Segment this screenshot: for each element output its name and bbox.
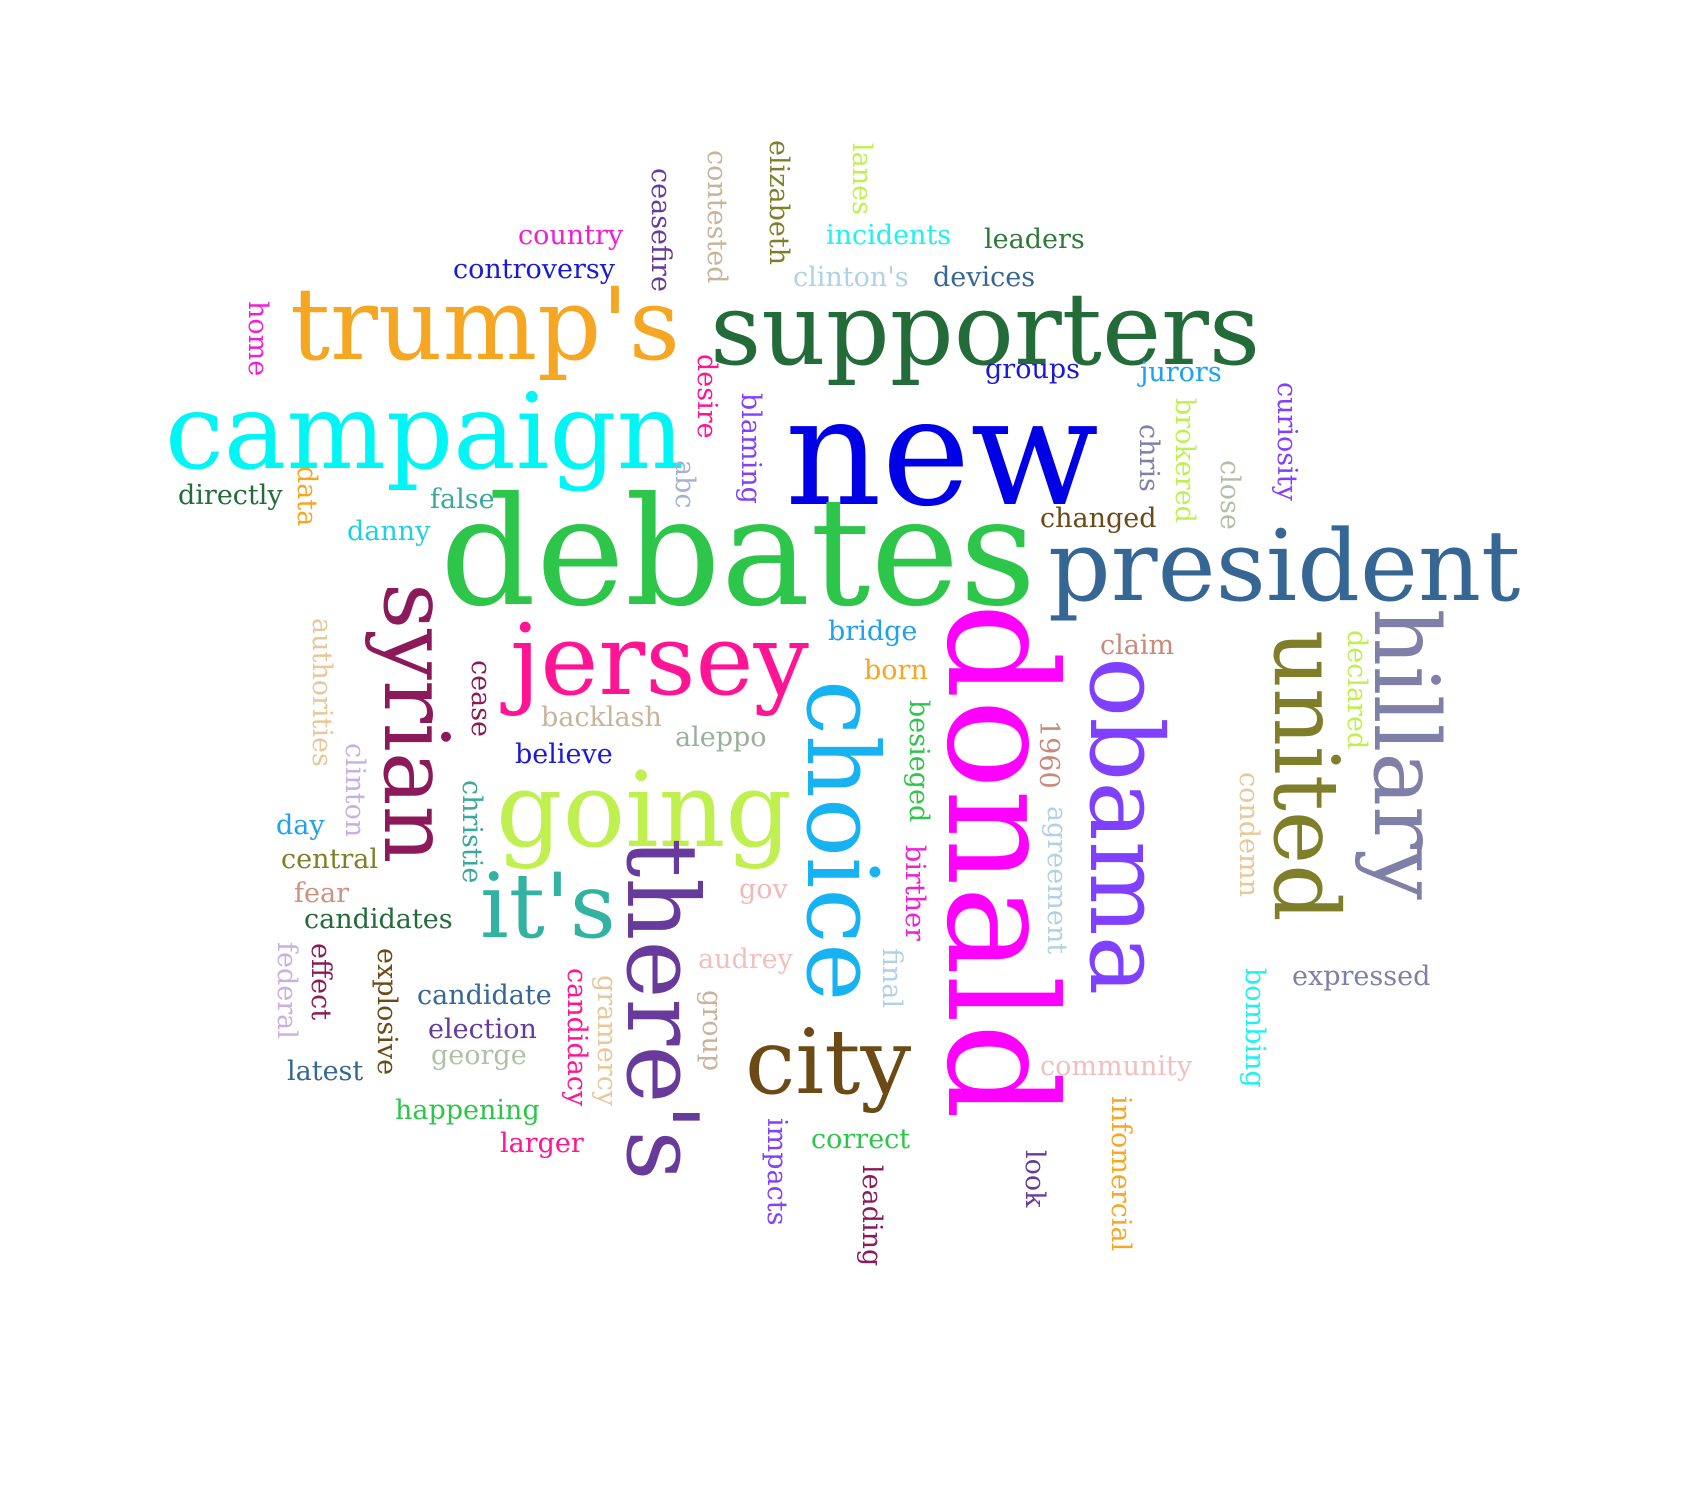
word-going: going [496,749,793,871]
word-federal: federal [271,942,302,1039]
word-backlash: backlash [541,702,662,733]
word-gramercy: gramercy [591,975,622,1107]
word-central: central [281,844,378,875]
word-supporters: supporters [710,271,1261,388]
word-happening: happening [395,1095,540,1126]
word-danny: danny [347,516,431,547]
word-latest: latest [287,1056,364,1087]
word-syrian: syrian [363,583,468,864]
word-day: day [276,810,325,841]
word-contested: contested [701,150,732,284]
word-infomercial: infomercial [1105,1096,1136,1252]
word-jurors: jurors [1140,357,1222,388]
word-changed: changed [1040,503,1157,534]
word-united: united [1253,630,1358,922]
word-home: home [242,301,273,377]
word-election: election [428,1014,537,1045]
word-candidate: candidate [417,980,552,1011]
word-chris: chris [1133,424,1164,492]
word-false: false [430,484,495,515]
word-bridge: bridge [828,616,918,647]
word-larger: larger [500,1128,584,1159]
word-its: it's [480,854,616,959]
word-aleppo: aleppo [675,722,767,753]
word-leading: leading [856,1165,887,1267]
word-obama: obama [1067,657,1184,996]
word-christie: christie [456,780,487,884]
word-birther: birther [899,845,930,941]
word-elizabeth: elizabeth [763,140,794,266]
word-president: president [1048,510,1521,624]
word-blaming: blaming [735,393,766,504]
word-born: born [864,655,928,686]
word-jersey: jersey [510,604,809,718]
word-debates: debates [440,466,1037,640]
word-curiosity: curiosity [1271,382,1302,501]
word-country: country [518,220,624,251]
word-cease: cease [465,660,496,738]
word-group: group [696,990,727,1072]
word-claim: claim [1100,630,1175,661]
word-city: city [745,1010,912,1115]
word-correct: correct [811,1124,911,1155]
word-agreement: agreement [1041,806,1072,955]
word-1960: 1960 [1033,720,1064,789]
word-lanes: lanes [846,143,877,215]
word-impacts: impacts [761,1118,792,1226]
word-condemn: condemn [1233,772,1264,898]
word-close: close [1214,460,1245,530]
word-besieged: besieged [903,700,934,823]
word-directly: directly [178,480,283,511]
word-leaders: leaders [984,224,1085,255]
word-desire: desire [691,354,722,439]
word-declared: declared [1341,630,1372,750]
word-gov: gov [739,874,788,905]
word-hillary: hillary [1353,608,1458,900]
word-expressed: expressed [1292,961,1431,992]
word-ceasefire: ceasefire [645,168,676,292]
word-authorities: authorities [306,618,337,767]
word-new: new [785,366,1099,540]
word-candidates: candidates [304,904,453,935]
word-incidents: incidents [826,220,952,251]
word-community: community [1040,1051,1193,1082]
word-fear: fear [294,878,349,909]
word-candidacy: candidacy [561,968,592,1107]
word-effect: effect [305,943,336,1021]
word-data: data [291,466,322,527]
word-trumps: trump's [290,266,681,383]
word-clintons: clinton's [793,262,909,293]
word-audrey: audrey [698,944,793,975]
word-final: final [876,948,907,1009]
word-campaign: campaign [165,371,685,493]
word-controversy: controversy [453,254,616,285]
word-brokered: brokered [1169,398,1200,523]
word-clinton: clinton [339,743,370,838]
word-bombing: bombing [1239,968,1270,1088]
word-devices: devices [933,262,1036,293]
word-look: look [1019,1150,1050,1208]
word-george: george [431,1040,527,1071]
word-believe: believe [515,739,613,770]
word-explosive: explosive [371,948,402,1076]
word-abc: abc [669,460,700,509]
word-groups: groups [985,354,1080,385]
